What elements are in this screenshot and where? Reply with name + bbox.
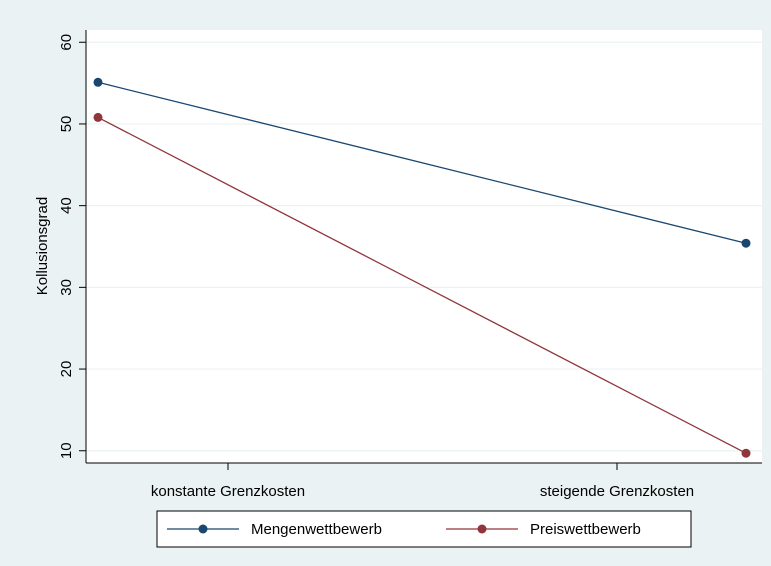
legend-box <box>156 510 692 548</box>
gridlines <box>86 41 762 452</box>
legend: Mengenwettbewerb Preiswettbewerb <box>156 510 692 548</box>
x-axis-ticks: konstante Grenzkosten steigende Grenzkost… <box>151 463 694 500</box>
y-tick-label-50: 50 <box>58 116 75 133</box>
legend-label-preiswettbewerb: Preiswettbewerb <box>530 521 641 538</box>
legend-marker-preiswettbewerb <box>477 524 487 534</box>
y-tick-label-10: 10 <box>58 442 75 459</box>
y-tick-label-40: 40 <box>58 197 75 214</box>
legend-label-mengenwettbewerb: Mengenwettbewerb <box>251 521 382 538</box>
plot-area <box>86 30 762 463</box>
x-tick-label-1: steigende Grenzkosten <box>540 483 694 500</box>
y-axis-title: Kollusionsgrad <box>34 197 51 295</box>
data-point-mengenwettbewerb-1 <box>741 238 751 248</box>
y-axis-ticks: 10 20 30 40 50 60 <box>58 34 86 459</box>
legend-marker-mengenwettbewerb <box>198 524 208 534</box>
series-line-preiswettbewerb <box>97 116 747 454</box>
y-tick-label-30: 30 <box>58 279 75 296</box>
y-tick-label-60: 60 <box>58 34 75 51</box>
data-point-preiswettbewerb-1 <box>741 448 751 458</box>
legend-items: Mengenwettbewerb Preiswettbewerb <box>167 521 641 538</box>
y-tick-label-20: 20 <box>58 361 75 378</box>
series-line-mengenwettbewerb <box>97 81 747 244</box>
series-layer <box>93 77 751 458</box>
data-point-mengenwettbewerb-0 <box>93 77 103 87</box>
data-point-preiswettbewerb-0 <box>93 112 103 122</box>
x-tick-label-0: konstante Grenzkosten <box>151 483 305 500</box>
